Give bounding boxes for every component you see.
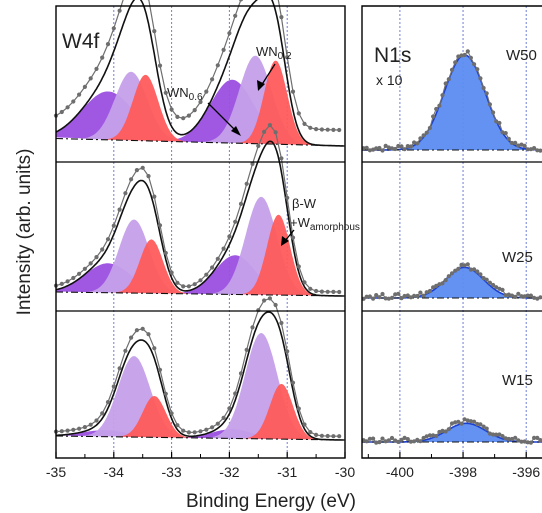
n1s-scale-label: x 10 [376,72,403,88]
n1s-guide-lines [399,6,527,458]
w4f-x-tick-label: -30 [335,464,355,480]
w4f-peak-w [235,60,317,146]
annotation-beta-w: β-W +Wamorphous [281,196,360,246]
w4f-x-axis: -35 -34 -33 -32 -31 -30 [46,452,355,480]
n1s-data-line [363,50,541,152]
annotation-wn02: WN0.2 [256,44,292,91]
w4f-guide-lines [113,6,288,458]
annotation-beta-w-line1: β-W [292,196,317,211]
w4f-peak-w [110,239,191,294]
n1s-x-tick-label: -398 [449,464,477,480]
w4f-x-tick-label: -31 [277,464,297,480]
n1s-title: N1s [374,44,411,67]
y-axis-label: Intensity (arb. units) [14,149,35,316]
n1s-data-line [363,418,541,444]
n1s-subpanel-w15 [361,417,542,445]
annotation-beta-w-line2: +Wamorphous [290,215,360,233]
w4f-data-line [55,124,340,293]
w4f-peak-w [101,74,189,142]
w4f-x-tick-label: -32 [219,464,239,480]
w4f-peak-wn02 [77,356,190,438]
w4f-data-line [55,0,340,131]
annotation-beta-w-arrowhead [281,236,289,246]
w4f-fit-envelope [55,0,344,147]
annotation-wn02-label: WN0.2 [256,44,292,62]
w4f-peak-w [113,396,194,438]
w4f-x-tick-label: -33 [161,464,181,480]
w4f-peak-wn02 [74,71,187,142]
annotation-wn06-arrowhead [231,126,241,136]
annotation-wn02-arrowhead [257,80,265,91]
annotation-wn02-arrow [260,63,276,87]
w4f-peak-wn02 [206,196,316,296]
w4f-x-tick-label: -34 [104,464,124,480]
w4f-peak-wn02 [204,333,317,440]
w4f-peak-w [238,214,319,296]
w4f-background-line [55,291,346,297]
w4f-frame [55,5,346,459]
w4f-fit-envelope [56,311,344,441]
annotation-wn06-arrow [207,102,239,134]
w4f-background-line [55,435,346,441]
w4f-subpanel-w25 [53,123,346,297]
w4f-title: W4f [62,30,100,53]
w4f-peak-wn02 [81,219,186,294]
w4f-data-line [55,297,340,437]
w4f-panel: -35 -34 -33 -32 -31 -30 W4f WN0.6 WN0.2 β-W +… [46,0,360,480]
n1s-data-line [363,263,541,300]
n1s-x-tick-label: -396 [512,464,540,480]
annotation-wn06-label: WN0.6 [167,85,203,103]
w4f-fit-envelope [55,140,344,297]
w4f-peak-wn02 [198,55,311,145]
n1s-peak [362,267,542,298]
w4f-subpanel-w15 [53,296,346,441]
annotation-wn06: WN0.6 [167,85,241,136]
sample-label-w50: W50 [506,47,537,64]
w4f-peak-wn06 [155,79,308,145]
n1s-subpanel-w50 [361,49,542,153]
n1s-peak [362,55,542,150]
n1s-x-tick-label: -400 [386,464,414,480]
sample-label-w15: W15 [502,372,533,389]
w4f-x-tick-label: -35 [46,464,66,480]
n1s-panel: -400 -398 -396 N1s x 10 W50 W25 W15 [361,5,542,480]
n1s-frame [361,5,542,459]
n1s-x-axis: -400 -398 -396 [367,452,540,480]
n1s-subpanel-w25 [361,262,542,301]
sample-label-w25: W25 [502,249,533,266]
x-axis-label: Binding Energy (eV) [186,491,356,512]
w4f-peak-w [241,383,322,440]
w4f-subpanel-w50 [53,0,346,147]
w4f-background-line [55,137,346,147]
